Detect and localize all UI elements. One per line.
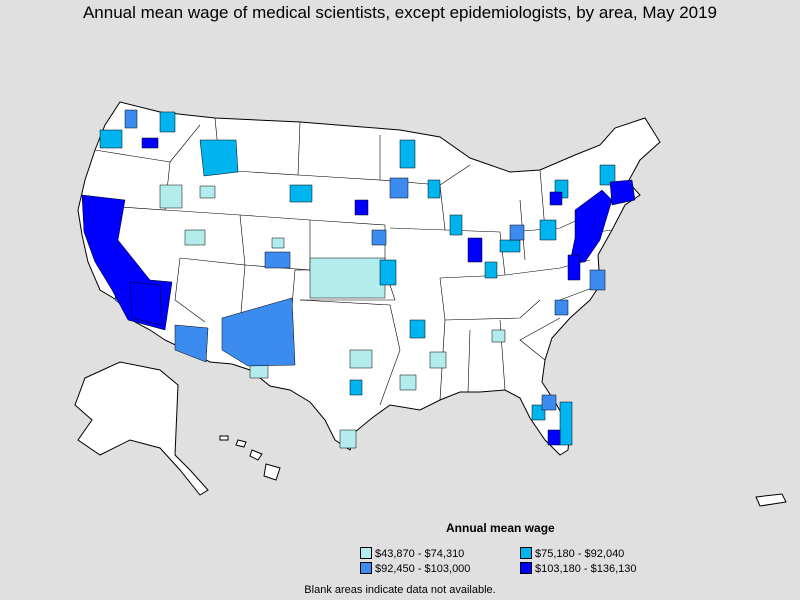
- legend-label-tier-2: $75,180 - $92,040: [535, 548, 625, 560]
- legend-swatch-tier-1: [360, 547, 372, 559]
- legend-item-tier-1: $43,870 - $74,310: [360, 547, 464, 561]
- footnote: Blank areas indicate data not available.: [304, 584, 496, 596]
- legend-swatch-tier-2: [520, 547, 532, 559]
- puerto-rico: [755, 493, 787, 507]
- wage-tier-1-areas: [159, 184, 506, 449]
- wage-tier-2-areas: [99, 111, 616, 446]
- legend-label-tier-4: $103,180 - $136,130: [535, 563, 637, 575]
- legend-swatch-tier-3: [360, 562, 372, 574]
- legend-item-tier-2: $75,180 - $92,040: [520, 547, 624, 561]
- hawaii: [219, 435, 281, 481]
- legend-swatch-tier-4: [520, 562, 532, 574]
- legend-title: Annual mean wage: [446, 521, 555, 535]
- alaska: [74, 361, 209, 496]
- legend-label-tier-3: $92,450 - $103,000: [375, 563, 471, 575]
- wage-tier-4-areas: [81, 137, 636, 446]
- map-title: Annual mean wage of medical scientists, …: [82, 3, 718, 22]
- legend-item-tier-4: $103,180 - $136,130: [520, 562, 637, 576]
- legend-label-tier-1: $43,870 - $74,310: [375, 548, 465, 560]
- legend-item-tier-3: $92,450 - $103,000: [360, 562, 470, 576]
